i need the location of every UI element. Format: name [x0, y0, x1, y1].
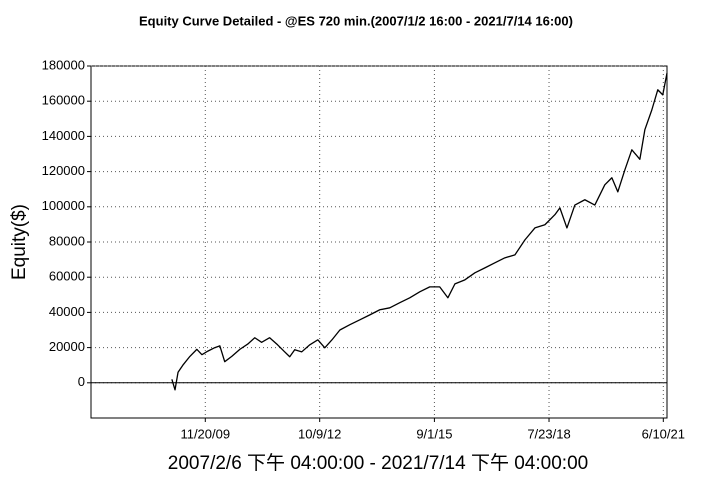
y-tick-label: 0: [78, 374, 85, 389]
y-tick-label: 20000: [49, 339, 85, 354]
x-tick-label: 11/20/09: [180, 426, 230, 441]
x-axis-label: 2007/2/6 下午 04:00:00 - 2021/7/14 下午 04:0…: [168, 452, 588, 474]
y-tick-label: 80000: [49, 233, 85, 248]
y-axis-label: Equity($): [9, 204, 30, 280]
y-tick-label: 140000: [42, 128, 85, 143]
y-tick-label: 160000: [42, 93, 85, 108]
y-tick-label: 100000: [42, 198, 85, 213]
x-tick-label: 9/1/15: [416, 426, 452, 441]
y-tick-label: 60000: [49, 269, 85, 284]
x-tick-label: 6/10/21: [642, 426, 685, 441]
y-tick-label: 180000: [42, 57, 85, 72]
y-tick-label: 120000: [42, 163, 85, 178]
chart-title: Equity Curve Detailed - @ES 720 min.(200…: [139, 13, 573, 28]
x-tick-label: 7/23/18: [527, 426, 570, 441]
x-tick-label: 10/9/12: [298, 426, 341, 441]
equity-line: [171, 72, 668, 391]
y-tick-label: 40000: [49, 304, 85, 319]
